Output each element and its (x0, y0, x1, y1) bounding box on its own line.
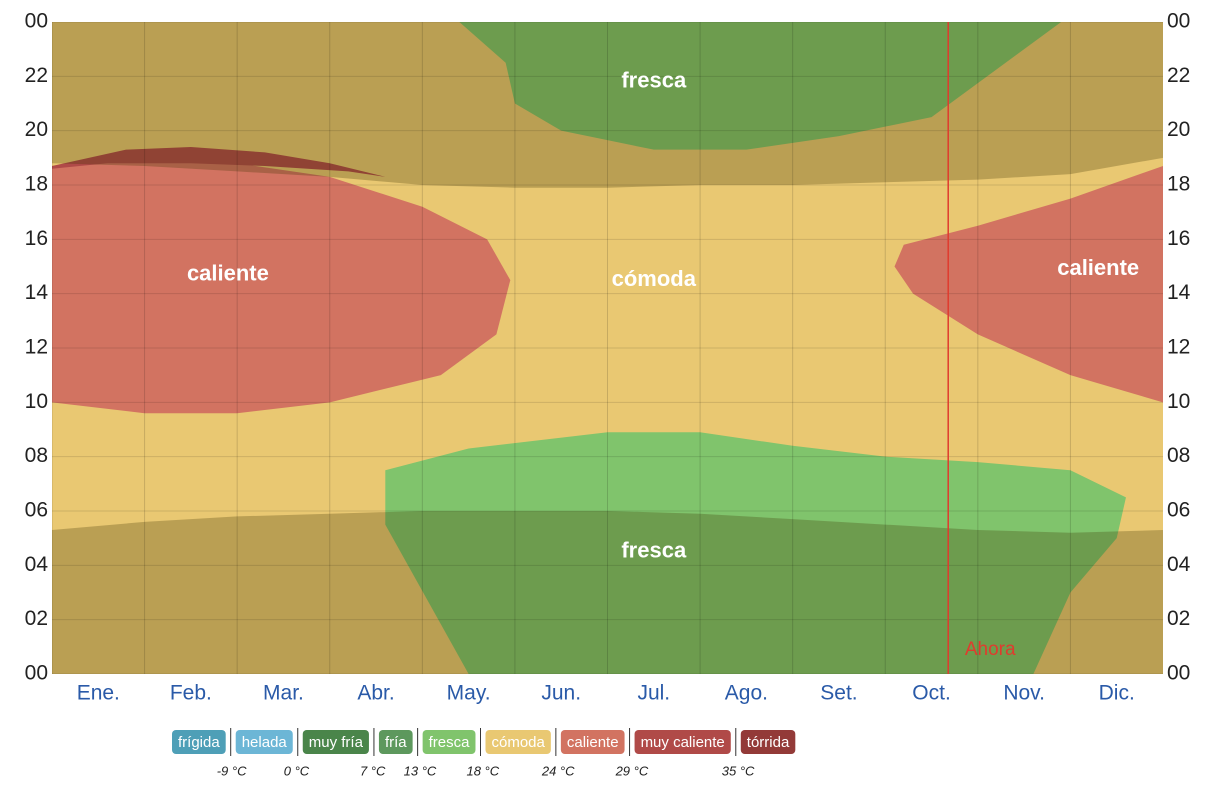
region-label: caliente (1057, 255, 1139, 280)
legend-label: fría (385, 734, 407, 751)
x-tick-label: Oct. (912, 682, 951, 705)
threshold-label: 24 °C (541, 763, 575, 778)
legend-label: tórrida (747, 734, 790, 751)
y-tick-label: 00 (25, 10, 48, 33)
x-tick-label: Mar. (263, 682, 304, 705)
y2-tick-label: 12 (1167, 336, 1190, 359)
x-tick-label: Dic. (1099, 682, 1135, 705)
temperature-region (459, 22, 1062, 150)
y-tick-label: 02 (25, 607, 48, 630)
x-tick-label: May. (447, 682, 491, 705)
y2-tick-label: 18 (1167, 173, 1190, 196)
y-tick-label: 08 (25, 444, 48, 467)
legend-label: helada (242, 734, 288, 751)
threshold-label: 18 °C (466, 763, 499, 778)
threshold-label: 35 °C (722, 763, 755, 778)
legend-item (302, 730, 369, 754)
y-tick-label: 12 (25, 336, 48, 359)
legend-item (634, 730, 731, 754)
y2-tick-label: 08 (1167, 444, 1190, 467)
threshold-label: 29 °C (615, 763, 649, 778)
x-tick-label: Set. (820, 682, 857, 705)
legend-item (560, 730, 625, 754)
now-label: Ahora (965, 639, 1016, 660)
region-label: caliente (187, 260, 269, 285)
threshold-label: -9 °C (217, 763, 247, 778)
legend-label: caliente (567, 734, 619, 751)
y-tick-label: 10 (25, 390, 48, 413)
x-tick-label: Feb. (170, 682, 212, 705)
legend-label: frígida (178, 734, 220, 751)
y-tick-label: 18 (25, 173, 48, 196)
legend-item (740, 730, 796, 754)
x-tick-label: Ene. (77, 682, 120, 705)
region-label: fresca (621, 538, 687, 563)
x-tick-label: Jun. (541, 682, 581, 705)
y2-tick-label: 10 (1167, 390, 1190, 413)
x-tick-label: Jul. (637, 682, 670, 705)
y2-tick-label: 00 (1167, 10, 1190, 33)
temperature-region (385, 432, 1126, 674)
region-label: fresca (621, 68, 687, 93)
night-shading (52, 22, 1163, 188)
region-label: cómoda (612, 266, 697, 291)
y2-tick-label: 00 (1167, 662, 1190, 685)
y-tick-label: 06 (25, 499, 48, 522)
x-tick-label: Ago. (725, 682, 768, 705)
y-tick-label: 04 (25, 553, 49, 576)
y2-tick-label: 16 (1167, 227, 1190, 250)
y-tick-label: 20 (25, 118, 48, 141)
threshold-label: 13 °C (404, 763, 437, 778)
plot-area (52, 22, 1163, 674)
y2-tick-label: 06 (1167, 499, 1190, 522)
legend-item (485, 730, 551, 754)
y2-tick-label: 22 (1167, 64, 1190, 87)
temperature-region (52, 146, 386, 177)
x-tick-label: Nov. (1003, 682, 1045, 705)
legend-item (172, 730, 226, 754)
legend-label: muy fría (309, 734, 364, 751)
temperature-region (894, 165, 1163, 403)
y2-tick-label: 04 (1167, 553, 1191, 576)
night-shading (52, 511, 1163, 674)
temperature-region (52, 157, 511, 414)
legend-label: cómoda (491, 734, 545, 751)
threshold-label: 7 °C (360, 763, 386, 778)
y2-tick-label: 14 (1167, 281, 1191, 304)
legend-item (422, 730, 476, 754)
legend-label: fresca (429, 734, 471, 751)
y-tick-label: 00 (25, 662, 48, 685)
x-tick-label: Abr. (357, 682, 394, 705)
legend-label: muy caliente (641, 734, 725, 751)
threshold-label: 0 °C (284, 763, 310, 778)
legend-item (378, 730, 413, 754)
y-tick-label: 16 (25, 227, 48, 250)
y2-tick-label: 20 (1167, 118, 1190, 141)
legend-item (235, 730, 293, 754)
y2-tick-label: 02 (1167, 607, 1190, 630)
y-tick-label: 22 (25, 64, 48, 87)
y-tick-label: 14 (25, 281, 49, 304)
